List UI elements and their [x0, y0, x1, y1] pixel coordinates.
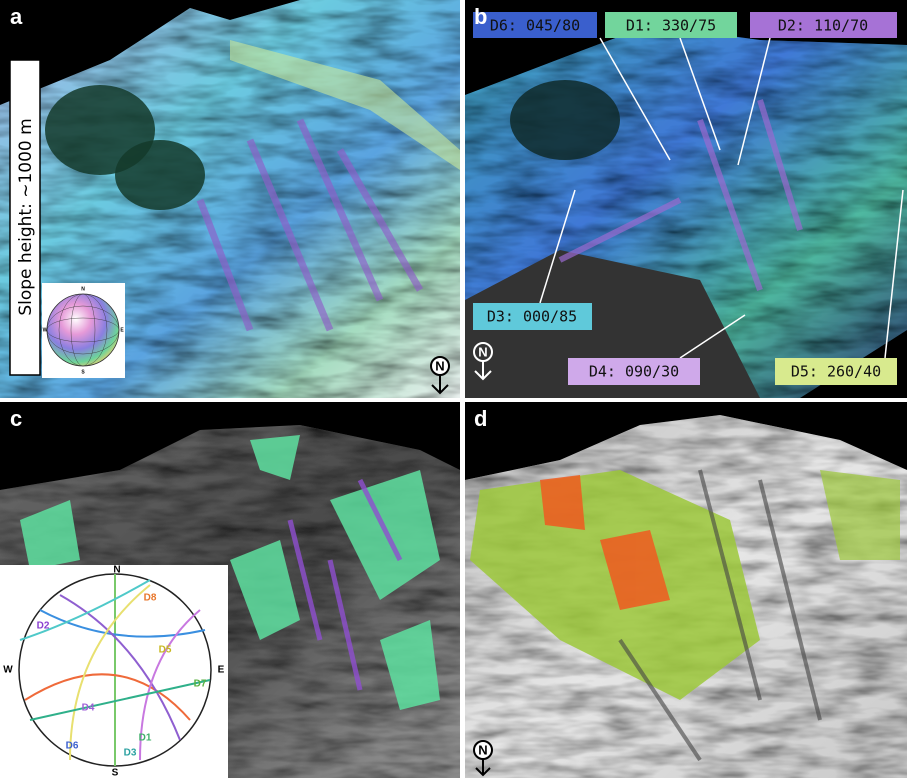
green-patches: [380, 620, 440, 710]
set-label: D6: [66, 741, 79, 752]
joints: [327, 559, 363, 691]
label-box: [473, 12, 597, 38]
stereonet-label: W: [3, 665, 13, 676]
set-label: D5: 260/40: [791, 363, 881, 381]
joints: [697, 119, 763, 291]
set-label: D4: 090/30: [589, 363, 679, 381]
north-arrow: [431, 384, 449, 395]
sphere-label: N: [81, 286, 85, 292]
set-label: D1: [139, 733, 152, 744]
arrows: [737, 37, 771, 166]
north-label: N: [478, 345, 487, 360]
set-label: D3: [124, 748, 137, 759]
stereonet-label: S: [112, 768, 119, 778]
gullies: [618, 638, 702, 762]
north-label: N: [478, 743, 487, 758]
stereonet-label: N: [113, 565, 120, 576]
north-arrow: [474, 370, 492, 381]
set-label: D7: [194, 679, 207, 690]
set-label: D1: 330/75: [626, 17, 716, 35]
north-arrow: N: [473, 740, 493, 777]
label-box: [473, 303, 592, 330]
north-arrow: N: [430, 356, 450, 395]
joints: [287, 519, 323, 641]
great-circles: [19, 579, 151, 641]
sphere-label: E: [120, 327, 124, 333]
great-circles: [24, 673, 191, 721]
set-label: D5: [159, 645, 172, 656]
arrows: [679, 314, 746, 359]
green-patches: [20, 500, 80, 570]
label-box: [568, 358, 700, 385]
north-arrow: N: [473, 342, 493, 381]
arrows: [599, 37, 671, 161]
joints: [246, 138, 334, 332]
joints: [296, 118, 384, 302]
forest: [115, 140, 205, 210]
gullies: [698, 469, 762, 701]
joints: [558, 99, 803, 291]
label-box: [750, 12, 897, 38]
set-label: D3: 000/85: [487, 308, 577, 326]
forest: [510, 80, 620, 160]
great-circles: [139, 609, 201, 761]
set-label: D2: [37, 621, 50, 632]
joints: [357, 478, 403, 562]
joints: [196, 198, 254, 332]
sphere-grid: [46, 293, 120, 367]
great-circles: [39, 609, 206, 638]
joints: [196, 118, 424, 332]
north-arrow: [475, 767, 491, 777]
green-patches: [250, 435, 300, 480]
joints: [558, 197, 682, 263]
set-label: D8: [144, 593, 157, 604]
panel-d: N d: [465, 402, 907, 778]
stereonet-label: E: [218, 665, 225, 676]
great-circles: [29, 679, 211, 721]
arrows: [539, 37, 904, 359]
great-circles: [19, 574, 211, 766]
panel-label: a: [10, 4, 23, 29]
joints: [757, 99, 803, 231]
great-circles: [69, 584, 151, 761]
great-circles: [59, 594, 181, 741]
sphere-grid: [58, 293, 108, 367]
arrows: [679, 37, 721, 151]
arrows: [884, 189, 904, 359]
sphere-label: S: [81, 369, 85, 375]
panel-label: b: [474, 4, 487, 29]
ridge: [230, 40, 460, 170]
scale-box: [9, 59, 41, 376]
north-label: N: [435, 359, 444, 374]
set-label: D2: 110/70: [778, 17, 868, 35]
label-box: [775, 358, 897, 385]
green-patches: [230, 540, 300, 640]
set-label: D6: 045/80: [490, 17, 580, 35]
gullies: [618, 469, 822, 762]
gullies: [758, 479, 822, 721]
red-zone: [540, 475, 670, 610]
red-zone: [600, 530, 670, 610]
sphere-label: W: [43, 327, 48, 333]
set-label: D4: [82, 703, 95, 714]
joints: [336, 148, 424, 292]
panel-c: N E S W D8 D2 D5 D7 D4 D6 D3 D1 c: [0, 402, 460, 778]
label-box: [605, 12, 737, 38]
red-zone: [540, 475, 585, 530]
sphere-grid: [46, 305, 120, 355]
color-sphere: [46, 293, 120, 367]
panel-a: Slope height: ~1000 m N E S W N a: [0, 0, 460, 398]
panel-label: d: [474, 406, 487, 431]
panel-label: c: [10, 406, 22, 431]
joints: [287, 478, 403, 691]
scale-label: Slope height: ~1000 m: [16, 118, 36, 315]
green-zone: [820, 470, 900, 560]
arrows: [539, 189, 576, 304]
panel-b: D6: 045/80 D1: 330/75 D2: 110/70 D3: 000…: [465, 0, 907, 398]
